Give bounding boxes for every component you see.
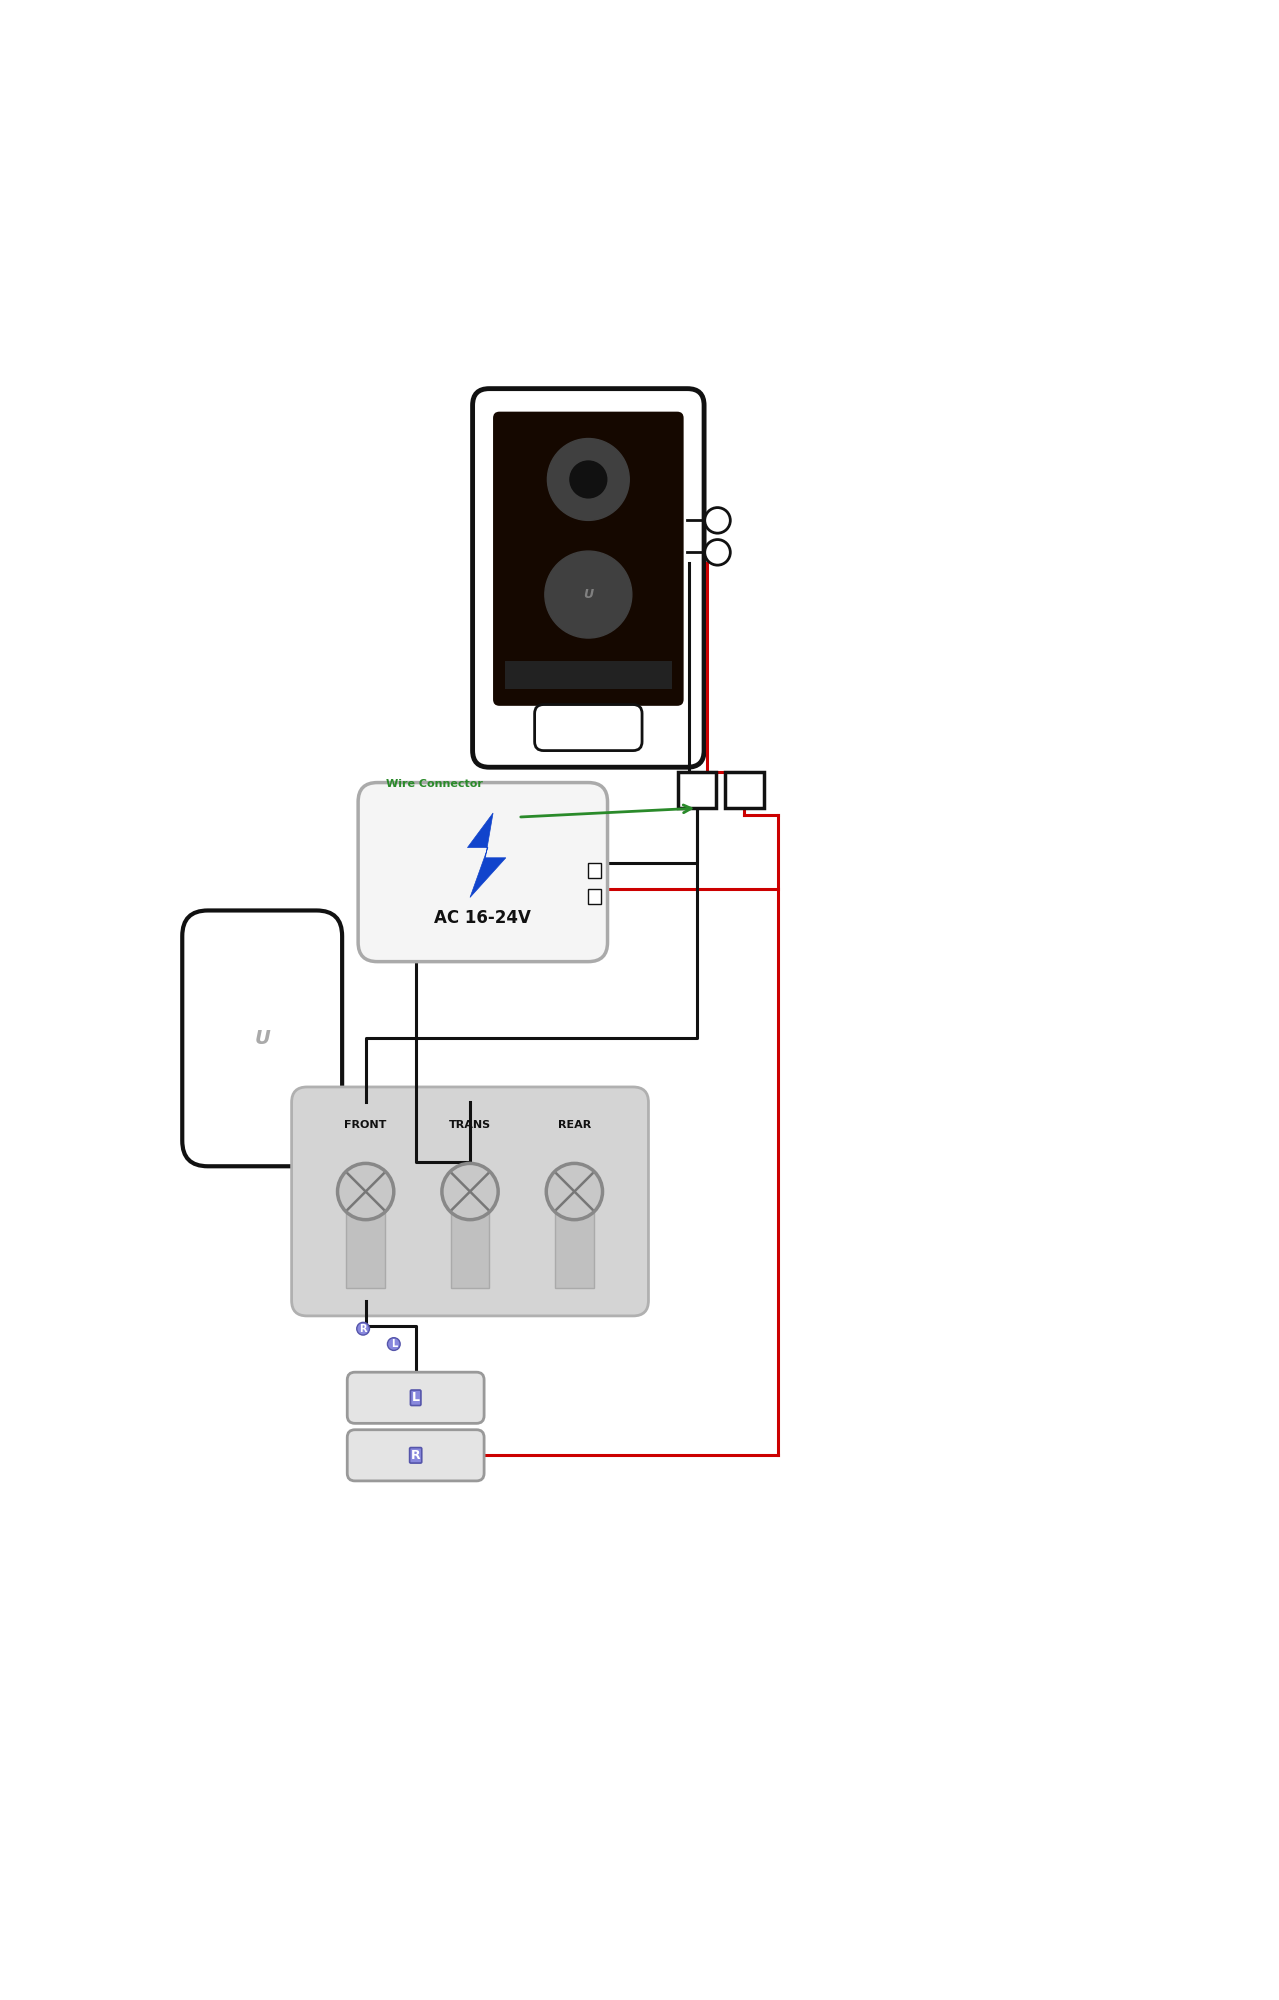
Text: FRONT: FRONT <box>344 1120 386 1130</box>
Circle shape <box>441 1164 498 1220</box>
Bar <box>588 888 601 904</box>
Bar <box>450 1192 489 1288</box>
Circle shape <box>705 540 730 566</box>
Circle shape <box>705 508 730 534</box>
FancyBboxPatch shape <box>725 772 764 808</box>
FancyBboxPatch shape <box>678 772 716 808</box>
Text: Wire Connector: Wire Connector <box>386 778 483 788</box>
Text: L: L <box>412 1392 420 1404</box>
Circle shape <box>338 1164 394 1220</box>
FancyBboxPatch shape <box>358 782 608 962</box>
FancyBboxPatch shape <box>182 910 341 1166</box>
FancyBboxPatch shape <box>472 388 703 768</box>
FancyBboxPatch shape <box>492 412 683 706</box>
Text: R: R <box>411 1448 421 1462</box>
Text: TRANS: TRANS <box>449 1120 491 1130</box>
FancyBboxPatch shape <box>292 1086 648 1316</box>
Bar <box>347 1192 385 1288</box>
Text: U: U <box>583 588 593 602</box>
Circle shape <box>545 552 632 638</box>
Text: REAR: REAR <box>558 1120 591 1130</box>
Text: R: R <box>359 1324 367 1334</box>
Text: L: L <box>390 1340 396 1350</box>
Circle shape <box>547 438 629 520</box>
FancyBboxPatch shape <box>535 704 642 750</box>
Bar <box>588 864 601 878</box>
FancyBboxPatch shape <box>347 1372 483 1424</box>
Bar <box>504 662 671 690</box>
Text: U: U <box>255 1028 270 1048</box>
Circle shape <box>570 462 606 498</box>
Polygon shape <box>467 814 505 898</box>
Bar <box>555 1192 593 1288</box>
FancyBboxPatch shape <box>347 1430 483 1480</box>
Circle shape <box>546 1164 602 1220</box>
Text: AC 16-24V: AC 16-24V <box>435 910 531 928</box>
